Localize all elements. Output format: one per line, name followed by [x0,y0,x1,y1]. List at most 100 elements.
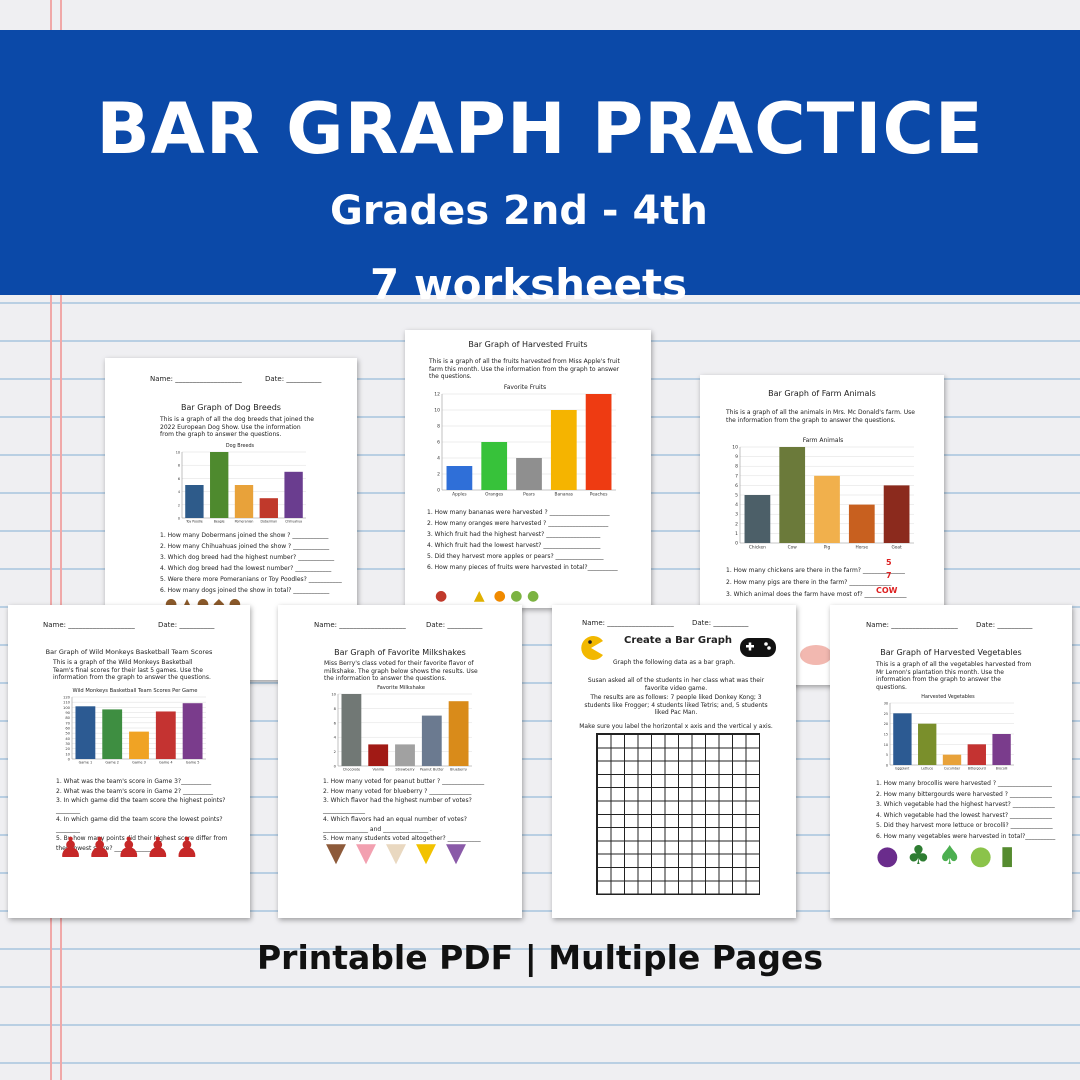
y-tick-label: 10 [65,752,70,756]
bar [744,495,771,543]
bar [848,504,875,543]
x-tick-label: Chicken [749,545,766,551]
question: 4. Which flavors had an equal number of … [323,816,467,823]
x-tick-label: Doberman [261,519,278,523]
footer-caption: Printable PDF | Multiple Pages [256,938,823,977]
bar [779,447,806,543]
x-tick-label: Peanut Butter [420,768,445,772]
y-tick-label: 9 [735,454,738,460]
question: 4. Which vegetable had the lowest harves… [876,811,1052,819]
question: 3. Which flavor had the highest number o… [323,797,472,814]
y-tick-label: 8 [735,464,738,470]
sheet-title: Bar Graph of Harvested Vegetables [880,648,1022,657]
x-tick-label: Horse [856,545,869,551]
y-tick-label: 5 [886,753,888,757]
y-tick-label: 2 [334,750,336,754]
x-tick-label: Game 2 [105,761,119,765]
x-tick-label: Lettuce [921,766,933,770]
sheet-intro: This is a graph of the Wild Monkeys Bask… [53,659,211,681]
x-tick-label: Chihuahua [285,519,302,523]
y-tick-label: 0 [437,488,440,494]
sheet-title: Create a Bar Graph [624,635,733,646]
y-tick-label: 12 [434,392,440,398]
grades-subtitle: Grades 2nd - 4th [330,188,708,234]
sheet-title: Bar Graph of Dog Breeds [181,403,281,412]
question: 4. Which fruit had the lowest harvest? _… [427,542,601,549]
worksheet-count: 7 worksheets [370,260,688,309]
sheet-intro: This is a graph of all the fruits harves… [429,358,620,380]
x-tick-label: Eggplant [895,766,910,770]
chart-farm-animals: Farm Animals 0 1 2 3 4 5 6 7 8 9 10 Chicken Cow Pig Hor… [732,437,914,551]
y-tick-label: 10 [331,693,336,697]
bar [185,485,204,518]
worksheet-basketball-scores: Name: ___________________ Date: ________… [8,605,250,918]
question: 5. Were there more Pomeranians or Toy Po… [160,576,342,583]
x-tick-label: Bananas [555,492,574,498]
bar [102,709,123,759]
y-tick-label: 2 [735,521,738,527]
question: 6. How many pieces of fruits were harves… [427,564,618,571]
y-tick-label: 90 [65,711,70,715]
sheet-title: Bar Graph of Favorite Milkshakes [334,648,466,657]
y-tick-label: 4 [178,490,180,494]
y-tick-label: 110 [63,701,71,705]
y-tick-label: 0 [178,517,180,521]
y-tick-label: 2 [437,472,440,478]
name-field: Name: ___________________ [866,621,958,629]
bar [992,734,1011,765]
question: 5. Did they harvest more lettuce or broc… [876,822,1053,829]
y-tick-label: 15 [884,733,888,737]
x-tick-label: Pig [824,545,831,551]
chart-harvested-vegetables: Harvested Vegetables 0 5 10 15 20 25 30 Eggplant… [884,694,1014,770]
players-illustration: ♟♟♟♟♟ [58,831,204,864]
bar [893,713,912,765]
y-tick-label: 0 [334,765,337,769]
y-tick-label: 0 [735,541,738,547]
bar [516,458,542,490]
name-field: Name: ___________________ [314,621,406,629]
question: 3. Which dog breed had the highest numbe… [160,554,335,561]
question: _______________ and _______________ . [323,825,432,833]
answer-pigs: 7 [886,571,892,580]
y-tick-label: 70 [65,721,70,725]
x-tick-label: Oranges [485,492,504,498]
x-tick-label: Toy Poodle [185,519,203,523]
chart-basketball-scores: Wild Monkeys Basketball Team Scores Per … [63,688,206,765]
question: 5. By how many points did their highest … [56,835,228,852]
margin-line-right [60,0,62,1080]
question: 1. How many chickens are there in the fa… [726,567,905,574]
x-tick-label: Game 1 [79,761,93,765]
y-tick-label: 2 [178,503,180,507]
question: 2. How many pigs are there in the farm? … [726,579,892,586]
y-tick-label: 60 [65,727,70,731]
question: 3. Which fruit had the highest harvest? … [427,531,601,538]
y-tick-label: 30 [884,702,888,706]
bar [234,485,254,518]
chart-title: Farm Animals [803,437,844,444]
question: 1. How many brocollis were harvested ? _… [876,780,1052,787]
question-list: 1. How many Dobermans joined the show ? … [160,530,355,596]
sheet-intro: This is a graph of all the animals in Mr… [726,409,915,424]
y-tick-label: 4 [735,502,738,508]
intro-line: Make sure you label the horizontal x axi… [579,722,773,730]
x-tick-label: Beagle [214,519,225,523]
question: 1. What was the team's score in Game 3?_… [56,778,212,785]
x-tick-label: Game 4 [159,761,173,765]
date-field: Date: __________ [158,621,215,629]
bar [182,703,203,759]
x-tick-label: Chocolate [343,768,360,772]
chart-title: Wild Monkeys Basketball Team Scores Per … [73,688,198,694]
chart-favorite-fruits: Favorite Fruits 0 2 4 6 8 10 12 Apples Oranges Pea… [434,384,616,498]
y-tick-label: 80 [65,716,70,720]
question-list: 1. How many bananas were harvested ? ___… [427,507,647,573]
answer-most: COW [876,586,898,595]
title-banner: BAR GRAPH PRACTICE Grades 2nd - 4th 7 wo… [0,30,1080,309]
question: 3. In which game did the team score the … [56,797,226,814]
question: 4. Which dog breed had the lowest number… [160,565,332,572]
vegetables-illustration: ●♣♠●▮ [876,841,1023,871]
y-tick-label: 4 [437,456,440,462]
pig-illustration [800,645,832,665]
question: 3. Which animal does the farm have most … [726,591,907,598]
question-list: 1. What was the team's score in Game 3?_… [56,777,231,853]
sheet-title: Bar Graph of Wild Monkeys Basketball Tea… [45,648,213,656]
